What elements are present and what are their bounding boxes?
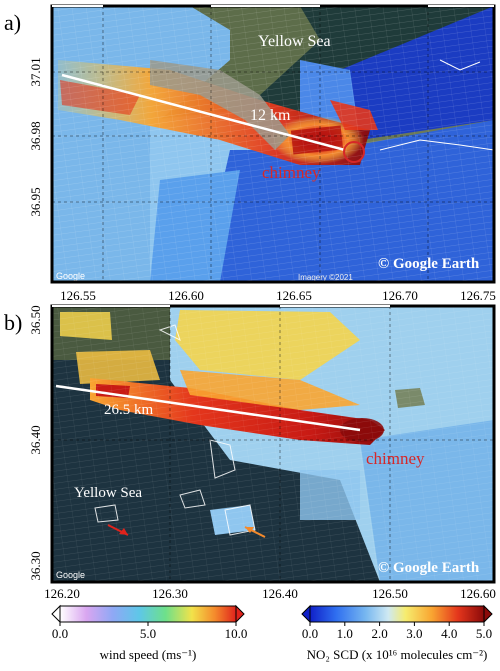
wind-colorbar: 0.0 5.0 10.0 wind speed (ms⁻¹) <box>51 604 248 662</box>
panel-b-map: 26.5 km chimney Yellow Sea © Google Eart… <box>52 306 494 582</box>
panel-letter-a: a) <box>4 10 21 35</box>
y-tick: 36.40 <box>28 425 43 454</box>
x-tick: 126.20 <box>44 586 80 601</box>
water-label-a: Yellow Sea <box>258 33 331 50</box>
x-tick: 126.75 <box>460 288 496 303</box>
distance-label-a: 12 km <box>250 107 291 124</box>
wind-colorbar-label: wind speed (ms⁻¹) <box>100 647 197 662</box>
no2-tick: 4.0 <box>441 626 457 641</box>
panel-a-map: Yellow Sea 12 km chimney © Google Earth … <box>52 6 494 282</box>
panel-b: 26.5 km chimney Yellow Sea © Google Eart… <box>4 304 496 601</box>
panel-a: Yellow Sea 12 km chimney © Google Earth … <box>4 4 496 303</box>
wind-tick: 0.0 <box>52 626 68 641</box>
copyright-a: © Google Earth <box>378 256 480 272</box>
no2-colorbar-label: NO₂ SCD (x 10¹⁶ molecules cm⁻²) <box>307 647 488 662</box>
copyright-b: © Google Earth <box>378 560 480 576</box>
panel-b-frame <box>50 304 496 584</box>
distance-label-b: 26.5 km <box>104 402 154 418</box>
wind-arrow-icon <box>107 524 129 536</box>
y-tick: 36.50 <box>28 305 43 334</box>
x-tick: 126.30 <box>152 586 188 601</box>
y-tick: 36.98 <box>28 121 43 150</box>
transect-line-a <box>61 73 346 152</box>
no2-tick: 3.0 <box>406 626 422 641</box>
wind-arrow-icon <box>244 526 266 538</box>
no2-colorbar: 0.0 1.0 2.0 3.0 4.0 5.0 NO₂ SCD (x 10¹⁶ … <box>301 604 493 662</box>
x-tick: 126.50 <box>372 586 408 601</box>
panel-letter-b: b) <box>4 310 22 335</box>
imagery-credit-a: Imagery ©2021 <box>298 273 353 282</box>
chimney-label-b: chimney <box>366 449 425 468</box>
google-logo-a: Google <box>56 271 85 281</box>
x-tick: 126.40 <box>262 586 298 601</box>
x-tick: 126.60 <box>460 586 496 601</box>
x-tick: 126.60 <box>168 288 204 303</box>
no2-tick: 2.0 <box>371 626 387 641</box>
no2-tick: 0.0 <box>302 626 318 641</box>
chimney-label-a: chimney <box>262 163 321 182</box>
water-label-b: Yellow Sea <box>74 485 142 501</box>
wind-tick: 10.0 <box>225 626 248 641</box>
wind-tick: 5.0 <box>140 626 156 641</box>
no2-tick: 5.0 <box>476 626 492 641</box>
x-tick: 126.55 <box>60 288 96 303</box>
no2-tick: 1.0 <box>337 626 353 641</box>
x-tick: 126.70 <box>382 288 418 303</box>
transect-line-b <box>55 384 361 432</box>
google-logo-b: Google <box>56 570 85 580</box>
x-tick: 126.65 <box>276 288 312 303</box>
y-tick: 36.30 <box>28 551 43 580</box>
y-tick: 37.01 <box>28 57 43 86</box>
y-tick: 36.95 <box>28 187 43 216</box>
chimney-marker-a <box>343 141 365 163</box>
